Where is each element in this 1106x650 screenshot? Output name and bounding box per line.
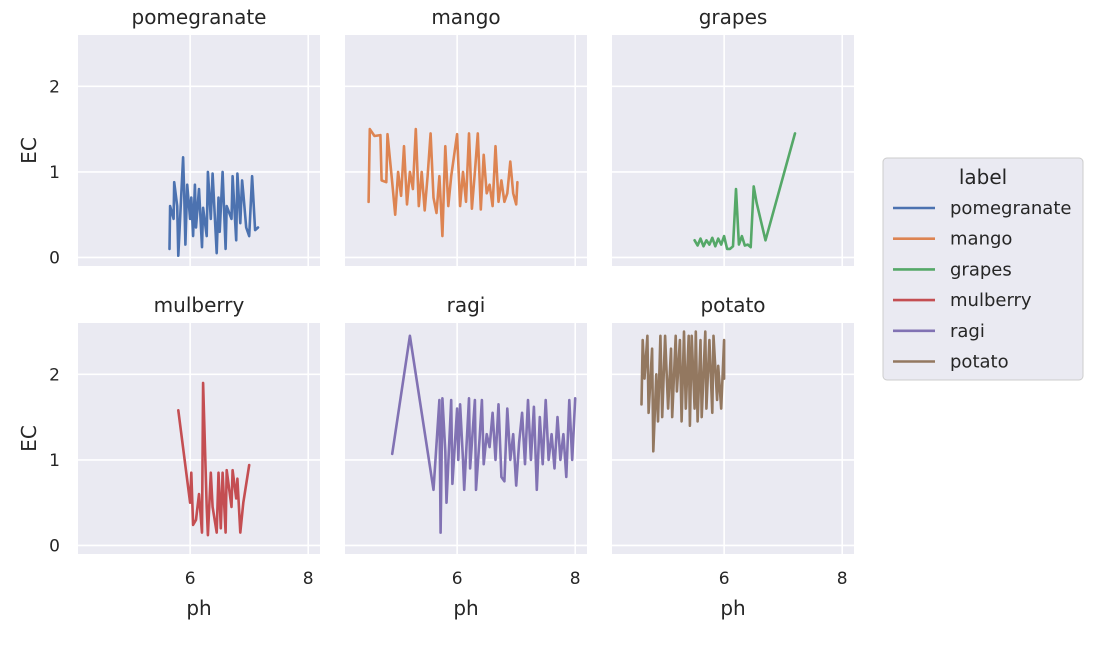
y-tick-label: 1 [49,451,60,471]
x-tick-label: 6 [185,569,196,589]
legend-entry-mango: mango [950,229,1012,250]
x-axis-label: ph [720,596,745,620]
y-tick-label: 2 [49,77,60,97]
x-axis-label: ph [453,596,478,620]
y-tick-label: 0 [49,248,60,268]
x-tick-label: 8 [303,569,314,589]
facet-panel-mulberry: mulberry 0 1 2 EC 6 8 ph [17,293,320,620]
series-line-grapes [693,132,797,251]
x-tick-label: 8 [837,569,848,589]
legend-box [882,157,1084,381]
facet-panel-mango: mango [345,5,587,266]
y-axis-label: EC [17,425,41,452]
legend-entry-grapes: grapes [950,259,1012,280]
facet-panel-potato: potato 6 8 ph [612,293,854,620]
series-line-ragi [390,334,577,534]
legend-entry-pomegranate: pomegranate [950,198,1071,219]
legend-entry-mulberry: mulberry [950,290,1032,311]
facet-panel-pomegranate: pomegranate 0 1 2 EC [17,5,320,268]
x-tick-label: 8 [570,569,581,589]
panel-background [78,323,320,554]
series-line-mulberry [177,381,251,537]
legend: label pomegranate mango grapes mulberry ragi p… [882,157,1084,381]
panel-title: mulberry [154,293,245,317]
panel-title: mango [431,5,500,29]
series-line-mango [367,127,519,238]
series-line-potato [640,330,726,453]
panel-title: pomegranate [132,5,267,29]
panel-title: ragi [447,293,486,317]
y-tick-label: 0 [49,536,60,556]
panel-title: grapes [699,5,768,29]
series-line-pomegranate [168,156,260,257]
y-axis-label: EC [17,137,41,164]
legend-entry-potato: potato [950,352,1009,373]
legend-entry-ragi: ragi [950,321,985,342]
facet-panel-ragi: ragi 6 8 ph [345,293,587,620]
x-tick-label: 6 [452,569,463,589]
legend-title: label [959,165,1007,189]
x-axis-label: ph [186,596,211,620]
x-tick-label: 6 [719,569,730,589]
y-tick-label: 1 [49,163,60,183]
panel-title: potato [700,293,765,317]
panel-background [345,35,587,266]
y-tick-label: 2 [49,365,60,385]
panel-background [78,35,320,266]
facet-panel-grapes: grapes [612,5,854,266]
